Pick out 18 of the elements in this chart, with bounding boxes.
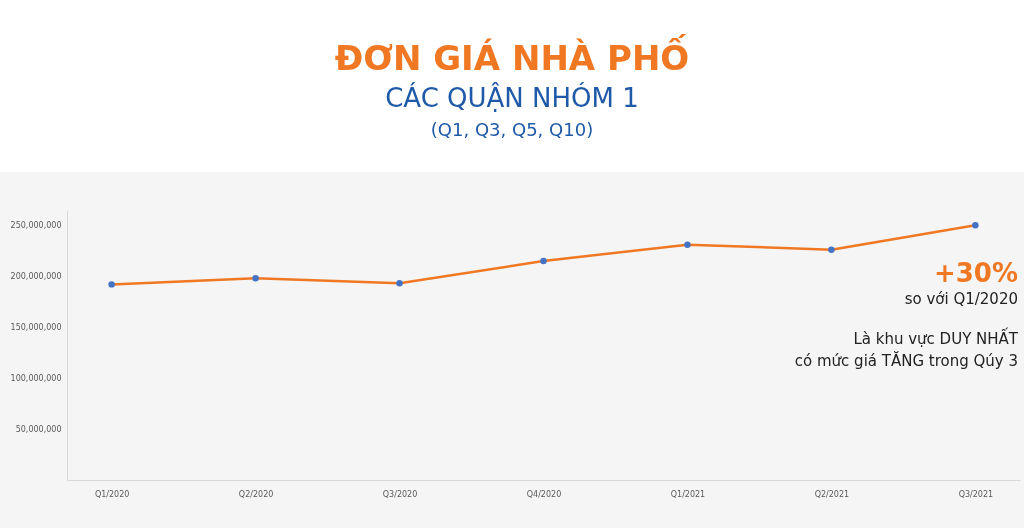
y-tick-label: 200,000,000 xyxy=(10,271,62,281)
x-tick-label: Q1/2020 xyxy=(94,489,130,499)
chart-subtitle: CÁC QUẬN NHÓM 1 xyxy=(384,82,640,114)
y-tick-label: 50,000,000 xyxy=(15,424,62,434)
annotation: Là khu vực DUY NHẤT xyxy=(852,328,1018,350)
x-tick-label: Q3/2020 xyxy=(382,489,418,499)
text: (Q1, Q3, Q5, Q10) xyxy=(429,118,595,142)
annotation: có mức giá TĂNG trong Qúy 3 xyxy=(794,350,1018,372)
annotation: so với Q1/2020 xyxy=(903,289,1018,310)
x-tick-label: Q4/2020 xyxy=(526,489,562,499)
y-tick-label: 100,000,000 xyxy=(10,373,62,383)
annotation: +30% xyxy=(932,258,1018,288)
x-tick-label: Q3/2021 xyxy=(958,489,994,499)
y-tick-label: 250,000,000 xyxy=(10,220,62,230)
x-tick-label: Q2/2021 xyxy=(814,489,850,499)
x-tick-label: Q2/2020 xyxy=(238,489,274,499)
x-tick-label: Q1/2021 xyxy=(670,489,706,499)
y-tick-label: 150,000,000 xyxy=(10,322,62,332)
